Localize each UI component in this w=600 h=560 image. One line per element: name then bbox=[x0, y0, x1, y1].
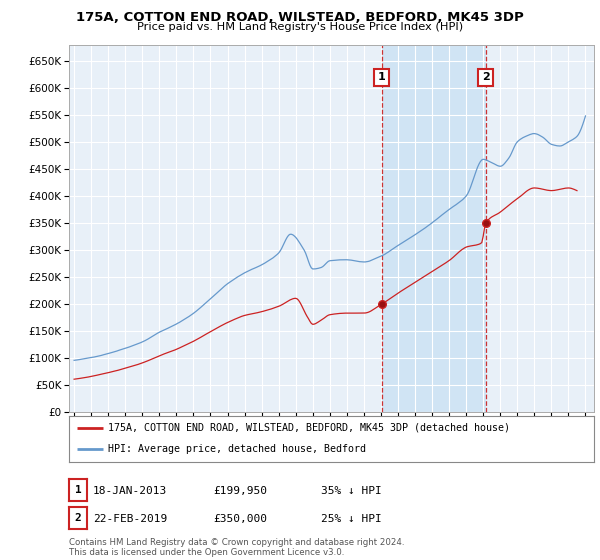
Text: 35% ↓ HPI: 35% ↓ HPI bbox=[321, 486, 382, 496]
Bar bbox=[382, 45, 486, 412]
Text: 175A, COTTON END ROAD, WILSTEAD, BEDFORD, MK45 3DP: 175A, COTTON END ROAD, WILSTEAD, BEDFORD… bbox=[76, 11, 524, 24]
Text: 2: 2 bbox=[482, 72, 490, 82]
Text: 1: 1 bbox=[378, 72, 386, 82]
Text: 25% ↓ HPI: 25% ↓ HPI bbox=[321, 514, 382, 524]
Text: 2: 2 bbox=[74, 513, 82, 523]
Text: 18-JAN-2013: 18-JAN-2013 bbox=[93, 486, 167, 496]
Text: £350,000: £350,000 bbox=[213, 514, 267, 524]
Text: 1: 1 bbox=[74, 485, 82, 495]
Text: 22-FEB-2019: 22-FEB-2019 bbox=[93, 514, 167, 524]
Text: Price paid vs. HM Land Registry's House Price Index (HPI): Price paid vs. HM Land Registry's House … bbox=[137, 22, 463, 32]
Text: Contains HM Land Registry data © Crown copyright and database right 2024.
This d: Contains HM Land Registry data © Crown c… bbox=[69, 538, 404, 557]
Text: £199,950: £199,950 bbox=[213, 486, 267, 496]
Text: HPI: Average price, detached house, Bedford: HPI: Average price, detached house, Bedf… bbox=[109, 444, 367, 454]
Text: 175A, COTTON END ROAD, WILSTEAD, BEDFORD, MK45 3DP (detached house): 175A, COTTON END ROAD, WILSTEAD, BEDFORD… bbox=[109, 423, 511, 432]
